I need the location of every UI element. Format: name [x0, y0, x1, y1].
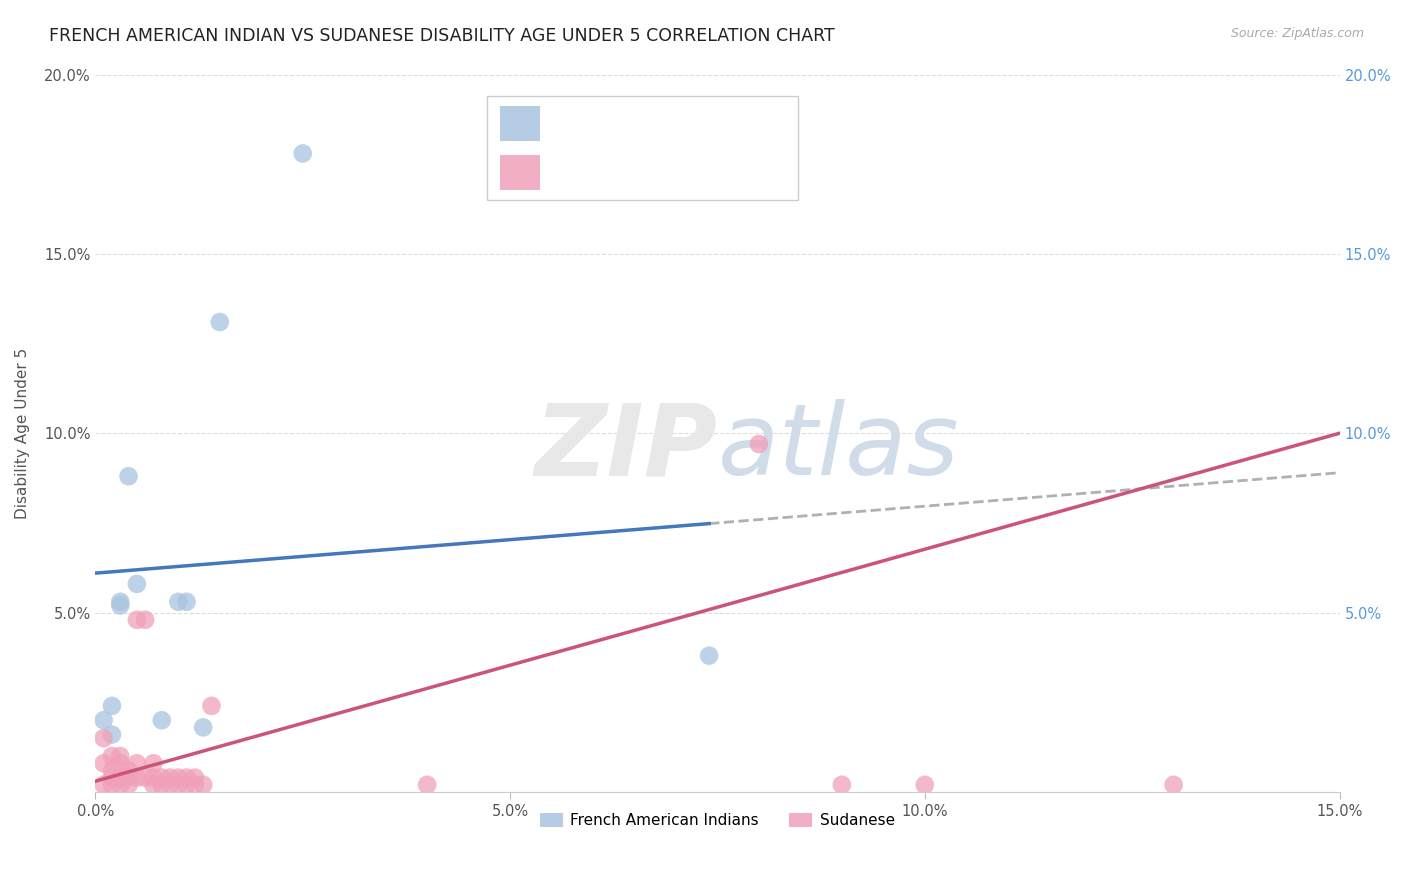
- Text: atlas: atlas: [717, 399, 959, 496]
- Point: [93, 713, 115, 727]
- Point: [184, 778, 207, 792]
- Point: [125, 771, 148, 785]
- Text: FRENCH AMERICAN INDIAN VS SUDANESE DISABILITY AGE UNDER 5 CORRELATION CHART: FRENCH AMERICAN INDIAN VS SUDANESE DISAB…: [49, 27, 835, 45]
- Text: Source: ZipAtlas.com: Source: ZipAtlas.com: [1230, 27, 1364, 40]
- Point: [167, 771, 190, 785]
- Point: [101, 778, 124, 792]
- Point: [93, 731, 115, 746]
- Point: [117, 764, 139, 778]
- Point: [697, 648, 720, 663]
- Point: [101, 749, 124, 764]
- Point: [101, 764, 124, 778]
- Point: [193, 778, 215, 792]
- Point: [110, 778, 132, 792]
- Point: [134, 613, 156, 627]
- Point: [142, 756, 165, 771]
- Point: [176, 595, 198, 609]
- Point: [117, 778, 139, 792]
- Legend: French American Indians, Sudanese: French American Indians, Sudanese: [534, 807, 901, 835]
- Point: [416, 778, 439, 792]
- Point: [117, 771, 139, 785]
- Point: [748, 437, 770, 451]
- Point: [914, 778, 936, 792]
- Point: [184, 771, 207, 785]
- Point: [93, 756, 115, 771]
- Point: [200, 698, 222, 713]
- Point: [831, 778, 853, 792]
- Point: [93, 778, 115, 792]
- Point: [134, 771, 156, 785]
- Point: [110, 756, 132, 771]
- Point: [101, 728, 124, 742]
- Point: [142, 778, 165, 792]
- Point: [208, 315, 231, 329]
- Point: [150, 713, 173, 727]
- Point: [125, 577, 148, 591]
- Point: [101, 698, 124, 713]
- Text: ZIP: ZIP: [534, 399, 717, 496]
- Point: [110, 595, 132, 609]
- Point: [193, 720, 215, 734]
- Point: [110, 771, 132, 785]
- Point: [167, 595, 190, 609]
- Point: [159, 778, 181, 792]
- Point: [125, 756, 148, 771]
- Point: [142, 771, 165, 785]
- Point: [125, 613, 148, 627]
- Point: [1163, 778, 1185, 792]
- Point: [167, 778, 190, 792]
- Y-axis label: Disability Age Under 5: Disability Age Under 5: [15, 348, 30, 519]
- Point: [291, 146, 314, 161]
- Point: [176, 778, 198, 792]
- Point: [117, 469, 139, 483]
- Point: [150, 771, 173, 785]
- Point: [110, 599, 132, 613]
- Point: [150, 778, 173, 792]
- Point: [110, 749, 132, 764]
- Point: [159, 771, 181, 785]
- Point: [101, 771, 124, 785]
- Point: [176, 771, 198, 785]
